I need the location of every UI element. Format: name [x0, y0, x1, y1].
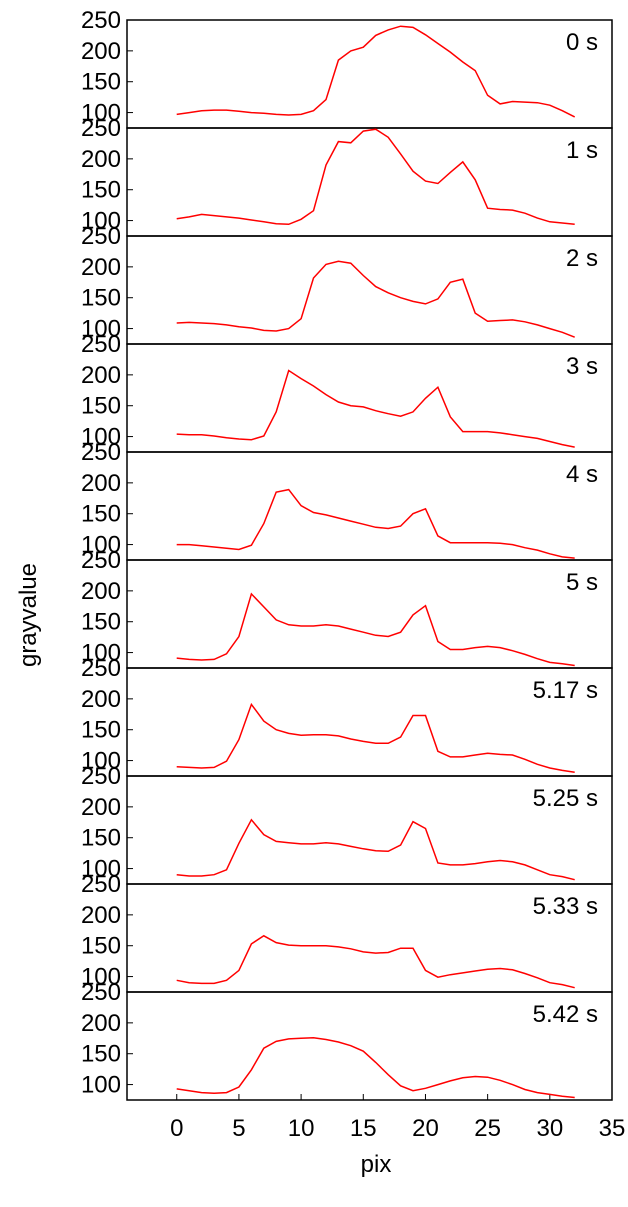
- x-tick-label: 10: [288, 1115, 315, 1142]
- y-tick-label: 200: [81, 470, 121, 497]
- x-tick-labels: 0 5 10 15 20 25 30 35: [170, 1115, 625, 1142]
- y-tick-label: 100: [81, 640, 121, 667]
- y-tick-label: 150: [81, 501, 121, 528]
- y-tick-label: 150: [81, 69, 121, 96]
- y-tick-label: 150: [81, 717, 121, 744]
- panel-label: 5.42 s: [533, 1001, 598, 1028]
- y-tick-label: 250: [81, 547, 121, 574]
- y-tick-label: 100: [81, 1072, 121, 1099]
- y-tick-label: 100: [81, 424, 121, 451]
- series-line: [176, 25, 576, 118]
- y-axis-label: grayvalue: [15, 563, 42, 667]
- series-line: [176, 260, 575, 338]
- panel-frames: [126, 19, 613, 1101]
- panel-label: 4 s: [566, 461, 598, 488]
- y-tick-label: 200: [81, 146, 121, 173]
- panel-label: 2 s: [566, 245, 598, 272]
- y-tick-label: 150: [81, 825, 121, 852]
- x-tick-label: 5: [232, 1115, 245, 1142]
- series-line: [176, 934, 575, 989]
- y-tick-label: 150: [81, 609, 121, 636]
- series-lines: [176, 25, 576, 1099]
- panel-frame: [126, 127, 613, 237]
- panel-frame: [126, 991, 613, 1101]
- panel-frame: [126, 19, 613, 129]
- y-tick-label: 200: [81, 38, 121, 65]
- panel-frame: [126, 343, 613, 453]
- y-tick-label: 200: [81, 1010, 121, 1037]
- y-tick-label: 100: [81, 856, 121, 883]
- y-tick-label: 250: [81, 115, 121, 142]
- y-tick-label: 100: [81, 100, 121, 127]
- y-tick-label: 250: [81, 871, 121, 898]
- panel-label: 5 s: [566, 569, 598, 596]
- y-tick-label: 250: [81, 223, 121, 250]
- series-line: [176, 128, 575, 226]
- y-tick-label: 200: [81, 794, 121, 821]
- panel-frame: [126, 451, 613, 561]
- panel-label: 5.17 s: [533, 677, 598, 704]
- y-tick-label: 100: [81, 316, 121, 343]
- y-tick-label: 200: [81, 362, 121, 389]
- x-axis-label: pix: [361, 1151, 392, 1178]
- y-tick-label: 150: [81, 933, 121, 960]
- y-tick-label: 100: [81, 208, 121, 235]
- y-tick-label: 150: [81, 177, 121, 204]
- panel-time-labels: 0 s 1 s 2 s 3 s 4 s 5 s 5.17 s 5.25 s 5.33 s 5.42…: [533, 29, 598, 1028]
- y-tick-label: 200: [81, 578, 121, 605]
- series-line: [176, 488, 575, 559]
- x-tick-label: 20: [412, 1115, 439, 1142]
- panel-label: 1 s: [566, 137, 598, 164]
- y-tick-label: 250: [81, 763, 121, 790]
- panel-label: 0 s: [566, 29, 598, 56]
- panel-frame: [126, 235, 613, 345]
- y-tick-label: 150: [81, 285, 121, 312]
- series-line: [176, 702, 575, 774]
- series-line: [176, 1036, 575, 1099]
- x-tick-label: 25: [474, 1115, 501, 1142]
- panel-label: 5.25 s: [533, 785, 598, 812]
- y-tick-label: 250: [81, 439, 121, 466]
- x-tick-label: 35: [599, 1115, 626, 1142]
- y-tick-label: 250: [81, 7, 121, 34]
- y-tick-label: 250: [81, 979, 121, 1006]
- y-tick-label: 200: [81, 902, 121, 929]
- panel-label: 5.33 s: [533, 893, 598, 920]
- series-line: [176, 592, 575, 667]
- y-tick-label: 150: [81, 1041, 121, 1068]
- series-line: [176, 369, 575, 448]
- panel-label: 3 s: [566, 353, 598, 380]
- y-tick-label: 150: [81, 393, 121, 420]
- x-tick-label: 15: [350, 1115, 377, 1142]
- y-tick-label: 200: [81, 686, 121, 713]
- y-tick-label: 100: [81, 964, 121, 991]
- y-tick-label: 100: [81, 748, 121, 775]
- y-tick-labels: 1001502002501001502002501001502002501001…: [81, 7, 121, 1099]
- y-tick-label: 250: [81, 655, 121, 682]
- y-tick-label: 200: [81, 254, 121, 281]
- y-tick-label: 250: [81, 331, 121, 358]
- y-tick-label: 100: [81, 532, 121, 559]
- series-line: [176, 818, 575, 881]
- x-tick-label: 0: [170, 1115, 183, 1142]
- x-tick-label: 30: [536, 1115, 563, 1142]
- panel-frame: [126, 559, 613, 669]
